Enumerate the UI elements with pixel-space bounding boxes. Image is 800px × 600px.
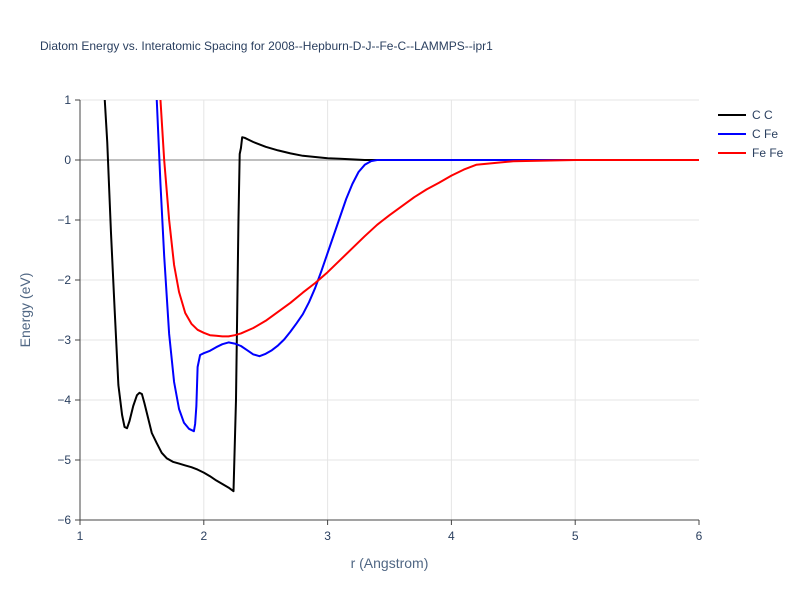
y-tick-label: 0 (64, 153, 71, 167)
x-tick-label: 2 (200, 529, 207, 543)
legend[interactable]: C C C Fe Fe Fe (718, 108, 784, 160)
legend-item-fe-fe[interactable]: Fe Fe (718, 146, 784, 160)
legend-label: C C (752, 108, 773, 122)
series-line-c-c (103, 99, 699, 493)
plot-area (79, 99, 699, 521)
x-tick-label: 3 (324, 529, 331, 543)
legend-label: C Fe (752, 127, 778, 141)
x-axis-title: r (Angstrom) (351, 555, 429, 571)
axes (79, 100, 699, 521)
x-tick-label: 1 (77, 529, 84, 543)
series-group (103, 99, 699, 493)
y-tick-label: −1 (57, 213, 71, 227)
x-tick-labels: 1 2 3 4 5 6 (77, 520, 703, 543)
series-line-c-fe (155, 99, 699, 433)
x-tick-label: 6 (696, 529, 703, 543)
series-line-fe-fe (159, 99, 699, 338)
x-tick-label: 4 (448, 529, 455, 543)
legend-item-c-fe[interactable]: C Fe (718, 127, 778, 141)
y-tick-label: −5 (57, 453, 71, 467)
legend-label: Fe Fe (752, 146, 784, 160)
y-tick-labels: 1 0 −1 −2 −3 −4 −5 −6 (57, 93, 80, 527)
legend-item-c-c[interactable]: C C (718, 108, 773, 122)
chart-title: Diatom Energy vs. Interatomic Spacing fo… (40, 39, 493, 53)
y-tick-label: −3 (57, 333, 71, 347)
y-tick-label: −6 (57, 513, 71, 527)
x-tick-label: 5 (572, 529, 579, 543)
y-axis-title: Energy (eV) (17, 273, 33, 348)
y-tick-label: −2 (57, 273, 71, 287)
y-tick-label: −4 (57, 393, 71, 407)
y-tick-label: 1 (64, 93, 71, 107)
